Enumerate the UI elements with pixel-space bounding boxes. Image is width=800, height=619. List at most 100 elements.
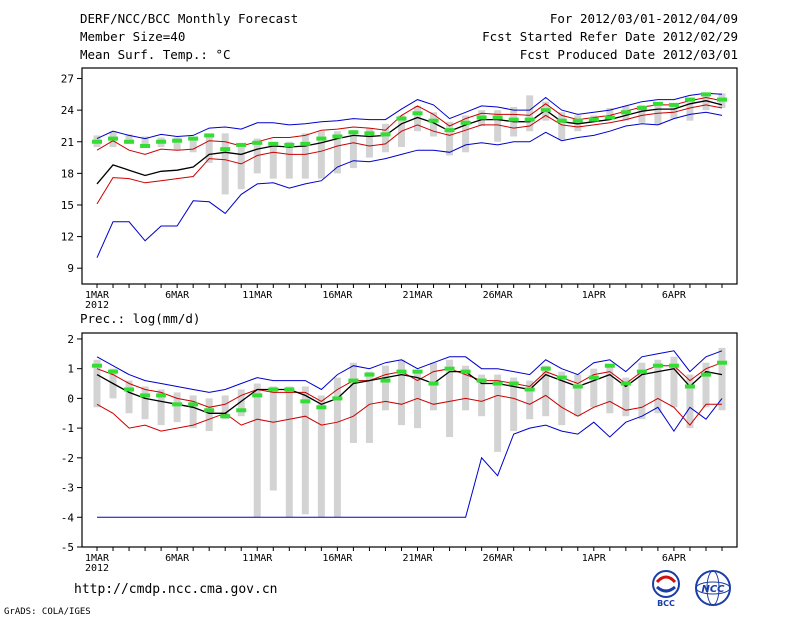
prec-range-bar: [510, 377, 518, 432]
temp-observed-marker: [124, 139, 135, 144]
prec-x-tick-label: 11MAR: [242, 553, 273, 564]
prec-observed-marker: [588, 375, 599, 380]
temp-observed-marker: [636, 106, 647, 111]
temp-range-bar: [221, 133, 229, 195]
temp-range-bar: [237, 143, 245, 190]
temp-observed-marker: [172, 138, 183, 143]
temp-observed-marker: [332, 134, 343, 139]
temp-observed-marker: [588, 117, 599, 122]
temp-range-bar: [333, 131, 341, 174]
temp-y-tick-label: 27: [61, 73, 74, 86]
prec-range-bar: [189, 395, 197, 429]
prec-range-bar: [333, 377, 341, 518]
prec-observed-marker: [252, 393, 263, 398]
prec-x-tick-label: 1MAR: [85, 553, 110, 564]
prec-range-bar: [93, 359, 101, 408]
prec-observed-marker: [428, 381, 439, 386]
prec-range-bar: [462, 365, 470, 411]
prec-range-bar: [590, 368, 598, 408]
temp-observed-marker: [460, 120, 471, 125]
prec-x-tick-label: 16MAR: [322, 553, 353, 564]
prec-range-bar: [285, 386, 293, 518]
temp-observed-marker: [380, 132, 391, 137]
temp-observed-marker: [204, 133, 215, 138]
prec-range-bar: [349, 362, 357, 443]
prec-x-tick-label: 1APR: [582, 553, 607, 564]
prec-max-line: [96, 350, 723, 393]
prec-observed-marker: [220, 414, 231, 419]
temp-observed-marker: [508, 117, 519, 122]
prec-range-bar: [221, 395, 229, 420]
temperature-panel: 9 12 15 18 21 24 27 1MAR 6MAR 11MAR 16MAR 21MAR 26MA…: [61, 67, 738, 311]
prec-observed-marker: [316, 405, 327, 410]
temp-y-tick-label: 12: [61, 231, 74, 244]
prec-range-bar: [237, 389, 245, 417]
prec-observed-marker: [204, 408, 215, 413]
temp-observed-marker: [492, 115, 503, 120]
temp-range-bar: [670, 103, 678, 119]
prec-range-bar: [430, 362, 438, 411]
temp-range-bar: [301, 133, 309, 179]
temp-observed-marker: [700, 92, 711, 97]
prec-y-tick-label: -1: [61, 422, 74, 435]
temp-observed-marker: [572, 118, 583, 123]
prec-observed-marker: [332, 396, 343, 401]
prec-range-bar: [397, 359, 405, 426]
prec-range-bar: [205, 398, 213, 432]
temp-range-bar: [269, 141, 277, 179]
temp-mean-line: [96, 100, 723, 185]
prec-observed-marker: [300, 399, 311, 404]
prec-observed-marker: [508, 381, 519, 386]
prec-observed-marker: [444, 366, 455, 371]
prec-range-bar: [526, 380, 534, 420]
temp-y-tick-label: 15: [61, 199, 74, 212]
prec-observed-marker: [188, 402, 199, 407]
prec-observed-marker: [364, 372, 375, 377]
prec-observed-marker: [412, 369, 423, 374]
prec-observed-marker: [572, 384, 583, 389]
temp-range-bar: [638, 104, 646, 123]
prec-min-line: [97, 398, 723, 518]
temp-year-label: 2012: [85, 300, 109, 311]
temp-range-bar: [462, 115, 470, 153]
prec-range-bar: [542, 365, 550, 417]
prec-range-bar: [686, 374, 694, 429]
temp-x-tick-label: 1MAR: [85, 290, 110, 301]
temp-range-bar: [526, 95, 534, 132]
temp-observed-marker: [108, 136, 119, 141]
prec-observed-marker: [172, 402, 183, 407]
prec-observed-marker: [140, 393, 151, 398]
prec-range-bar: [253, 383, 261, 518]
prec-range-bar: [622, 377, 630, 417]
temp-y-tick-label: 24: [61, 104, 75, 117]
prec-y-tick-label: 1: [67, 363, 74, 376]
website-url[interactable]: http://cmdp.ncc.cma.gov.cn: [74, 582, 278, 597]
chart-title: DERF/NCC/BCC Monthly Forecast: [80, 11, 299, 26]
prec-observed-marker: [380, 378, 391, 383]
grads-credit: GrADS: COLA/IGES: [4, 607, 91, 617]
temp-observed-marker: [300, 141, 311, 146]
temp-observed-marker: [396, 116, 407, 121]
prec-observed-marker: [684, 384, 695, 389]
temp-observed-marker: [316, 136, 327, 141]
prec-range-bar: [301, 386, 309, 515]
prec-range-bar: [381, 365, 389, 411]
temp-observed-marker: [156, 139, 167, 144]
prec-y-tick-label: 0: [67, 392, 74, 405]
prec-lower-line: [96, 394, 722, 432]
prec-range-bar: [125, 380, 133, 414]
temp-observed-marker: [236, 142, 247, 147]
member-size: Member Size=40: [80, 29, 186, 44]
prec-plot-frame: [81, 332, 738, 548]
prec-range-bar: [157, 389, 165, 426]
temp-range-bar: [494, 110, 502, 142]
temp-observed-marker: [428, 118, 439, 123]
prec-y-tick-label: -4: [61, 511, 75, 524]
prec-range-bar: [141, 386, 149, 420]
temp-observed-marker: [364, 131, 375, 136]
prec-range-bar: [574, 374, 582, 417]
temp-plot-frame: [81, 67, 738, 285]
prec-range-bar: [654, 359, 662, 414]
prec-range-bar: [173, 392, 181, 423]
prec-observed-marker: [284, 387, 295, 392]
